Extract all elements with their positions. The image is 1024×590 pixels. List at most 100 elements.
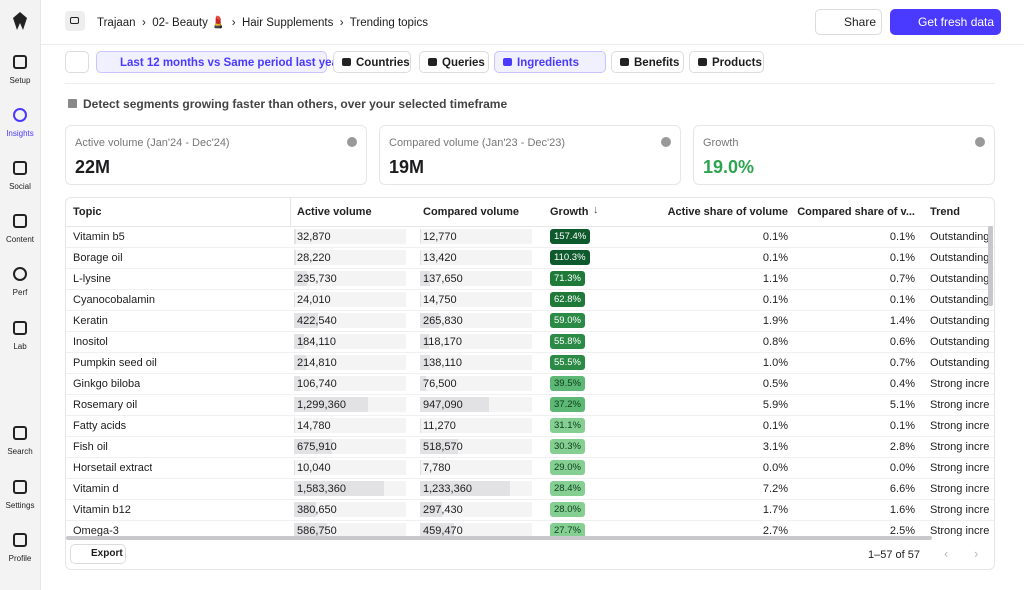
cell: 24,010: [297, 294, 331, 306]
export-button[interactable]: Export: [70, 544, 126, 564]
v-scrollbar[interactable]: [988, 226, 993, 306]
kpi-value: 19.0%: [703, 157, 755, 177]
breadcrumb-item[interactable]: Trending topics: [349, 17, 428, 29]
info-icon: [347, 137, 357, 147]
growth-badge: 31.1%: [550, 418, 585, 433]
volume-track: [294, 355, 406, 370]
cell[interactable]: Horsetail extract: [73, 462, 153, 474]
cell: 1,233,360: [423, 483, 472, 495]
filter-tab[interactable]: Benefits: [611, 51, 684, 73]
filter-settings[interactable]: [65, 51, 89, 73]
nav-label[interactable]: Profile: [8, 554, 32, 563]
nav-label[interactable]: Content: [5, 235, 35, 244]
growth-badge: 30.3%: [550, 439, 585, 454]
cell: 0.7%: [889, 273, 915, 285]
nav-label[interactable]: Settings: [5, 501, 35, 510]
cell: 1.9%: [762, 315, 788, 327]
column-header[interactable]: Compared share of v...: [797, 206, 915, 218]
growth-badge: 62.8%: [550, 292, 585, 307]
nav-label[interactable]: Setup: [9, 76, 31, 85]
cell: 459,470: [423, 525, 463, 536]
cell: 0.7%: [889, 357, 915, 369]
cell: 947,090: [423, 399, 463, 411]
breadcrumb-item[interactable]: Trajaan: [97, 17, 136, 29]
breadcrumb-item[interactable]: Hair Supplements: [241, 17, 334, 29]
next-page[interactable]: ›: [974, 546, 979, 561]
row: [66, 499, 994, 521]
column-header[interactable]: Compared volume: [423, 206, 519, 218]
volume-bar: [294, 523, 328, 536]
column-header[interactable]: Active volume: [297, 206, 372, 218]
cell[interactable]: Cyanocobalamin: [73, 294, 155, 306]
row: [66, 457, 994, 479]
cell[interactable]: Vitamin d: [73, 483, 119, 495]
logo: [13, 12, 27, 30]
nav-icon[interactable]: [13, 480, 27, 494]
cell: 675,910: [297, 441, 337, 453]
volume-bar: [294, 355, 307, 370]
nav-icon[interactable]: [13, 321, 27, 335]
filter-tab[interactable]: Countries: [333, 51, 411, 73]
breadcrumb: Trajaan › 02- Beauty 💄 › Hair Supplement…: [97, 15, 428, 29]
cell[interactable]: Fatty acids: [73, 420, 127, 432]
filter-tab[interactable]: Ingredients: [494, 51, 606, 73]
cell: 2.8%: [889, 441, 915, 453]
cell[interactable]: Ginkgo biloba: [73, 378, 141, 390]
share-button[interactable]: Share: [815, 9, 882, 35]
nav-label[interactable]: Search: [7, 447, 33, 456]
nav-label[interactable]: Perf: [12, 288, 28, 297]
cell: 0.4%: [889, 378, 915, 390]
table-body: Topic Active volume Compared volume Growth ↓…: [66, 198, 994, 536]
row: [66, 415, 994, 437]
cell[interactable]: Omega-3: [73, 525, 119, 536]
volume-track: [420, 271, 532, 286]
nav-icon[interactable]: [13, 108, 27, 122]
cell: 5.1%: [889, 399, 915, 411]
cell: Strong incre: [930, 399, 990, 411]
cell[interactable]: Pumpkin seed oil: [73, 357, 157, 369]
nav-icon[interactable]: [13, 533, 27, 547]
nav-icon[interactable]: [13, 55, 27, 69]
cell[interactable]: Inositol: [73, 336, 108, 348]
sort-arrow[interactable]: ↓: [593, 204, 599, 216]
cell[interactable]: Vitamin b12: [73, 504, 131, 516]
growth-badge: 29.0%: [550, 460, 585, 475]
separator: ›: [135, 17, 153, 29]
volume-bar: [294, 418, 295, 433]
period-filter[interactable]: Last 12 months vs Same period last year: [96, 51, 342, 73]
cell[interactable]: Keratin: [73, 315, 108, 327]
cell[interactable]: Rosemary oil: [73, 399, 138, 411]
nav-label[interactable]: Social: [9, 182, 31, 191]
nav-icon[interactable]: [13, 214, 27, 228]
column-header[interactable]: Active share of volume: [667, 206, 788, 218]
column-header[interactable]: Topic: [73, 206, 102, 218]
column-header[interactable]: Trend: [930, 206, 960, 218]
volume-track: [420, 418, 532, 433]
filter-tab[interactable]: Products: [689, 51, 764, 73]
nav-icon[interactable]: [13, 426, 27, 440]
cell: 184,110: [297, 336, 336, 348]
nav-label[interactable]: Lab: [13, 342, 27, 351]
top-bar: [41, 0, 1024, 45]
column-header[interactable]: Growth: [550, 206, 589, 218]
cell[interactable]: Borage oil: [73, 252, 123, 264]
sidebar-toggle[interactable]: [65, 11, 85, 31]
cell: Strong incre: [930, 462, 990, 474]
nav-icon[interactable]: [13, 267, 27, 281]
refresh-button[interactable]: Get fresh data: [890, 9, 1001, 35]
row: [66, 247, 994, 269]
h-scrollbar[interactable]: [66, 536, 932, 540]
cell[interactable]: L-lysine: [73, 273, 111, 285]
prev-page[interactable]: ‹: [944, 546, 949, 561]
filter-tab[interactable]: Queries: [419, 51, 489, 73]
cell[interactable]: Vitamin b5: [73, 231, 125, 243]
volume-bar: [294, 376, 301, 391]
cell: 0.1%: [889, 252, 915, 264]
breadcrumb-item[interactable]: 02- Beauty 💄: [152, 17, 226, 29]
cell: 2.5%: [889, 525, 915, 536]
cell: 6.6%: [889, 483, 915, 495]
nav-label[interactable]: Insights: [6, 129, 34, 138]
nav-icon[interactable]: [13, 161, 27, 175]
cell: 0.1%: [889, 231, 915, 243]
cell[interactable]: Fish oil: [73, 441, 108, 453]
